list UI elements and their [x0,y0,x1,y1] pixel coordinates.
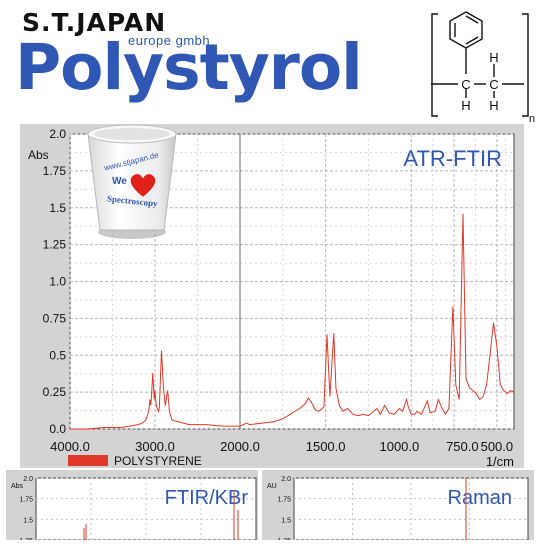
x-tick-label: 1500.0 [306,439,346,454]
subscript-n: n [529,113,535,124]
raman-chart: 2.01.751.51.25AURaman [267,476,529,545]
y-tick-label: 0.5 [49,348,66,362]
atom-h1: H [461,98,470,113]
y-tick-label: 0.25 [43,385,67,399]
x-tick-label: 500.0 [481,439,514,454]
atom-c2: C [489,77,498,92]
cup-we: We [112,176,127,187]
atom-c1: C [461,77,470,92]
kbr-chart-panel: 2.01.751.51.25AbsFTIR/KBr [6,470,258,545]
main-chart-panel: 0.0 0.25 0.5 0.75 1.0 1.25 1.5 1.75 2.0 4000.0 300… [20,124,524,469]
chart-title: FTIR/KBr [165,487,249,509]
right-bracket [522,13,529,117]
x-tick-label: 750.0 [446,439,479,454]
y-axis-label: Abs [28,148,49,162]
y-tick-label: 2.0 [281,476,291,483]
y-tick-label: 1.5 [23,517,33,524]
y-axis-label: Abs [11,483,24,490]
legend-label: POLYSTYRENE [114,454,202,468]
y-tick-label: 1.5 [281,517,291,524]
legend-swatch [68,455,108,466]
chart-title: ATR-FTIR [403,146,502,171]
y-tick-label: 1.75 [19,497,33,504]
page-title: Polystyrol [15,31,363,104]
heart-icon [130,174,156,197]
foam-cup-illustration: www.stjapan.de We Spectroscopy [87,124,177,239]
chart-title: Raman [448,487,512,509]
y-tick-label: 1.75 [43,164,67,178]
x-tick-label: 2000.0 [220,439,260,454]
y-tick-label: 1.5 [49,201,66,215]
y-tick-label: 0.0 [49,422,66,436]
y-tick-label: 1.75 [277,497,291,504]
x-tick-label: 1000.0 [379,439,419,454]
brand-name: S.T.JAPAN [22,8,167,37]
y-axis-label: AU [267,483,277,490]
x-tick-label: 3000.0 [135,439,175,454]
raman-chart-panel: 2.01.751.51.25AURaman [262,470,534,545]
x-tick-label: 4000.0 [50,439,90,454]
structure-formula: C H H C H n [431,11,535,124]
atom-h3: H [489,98,498,113]
ftir-kbr-chart: 2.01.751.51.25AbsFTIR/KBr [11,476,257,545]
y-tick-label: 1.0 [49,275,66,289]
y-tick-label: 1.25 [43,238,67,252]
brand-subtitle: europe gmbh [128,33,211,48]
y-tick-label: 2.0 [23,476,33,483]
series-polystyrene-line [70,213,515,430]
x-axis-label: 1/cm [486,454,514,468]
atom-h2: H [489,50,498,65]
y-tick-label: 0.75 [43,311,67,325]
left-bracket [431,13,438,117]
y-tick-label: 2.0 [49,127,66,141]
